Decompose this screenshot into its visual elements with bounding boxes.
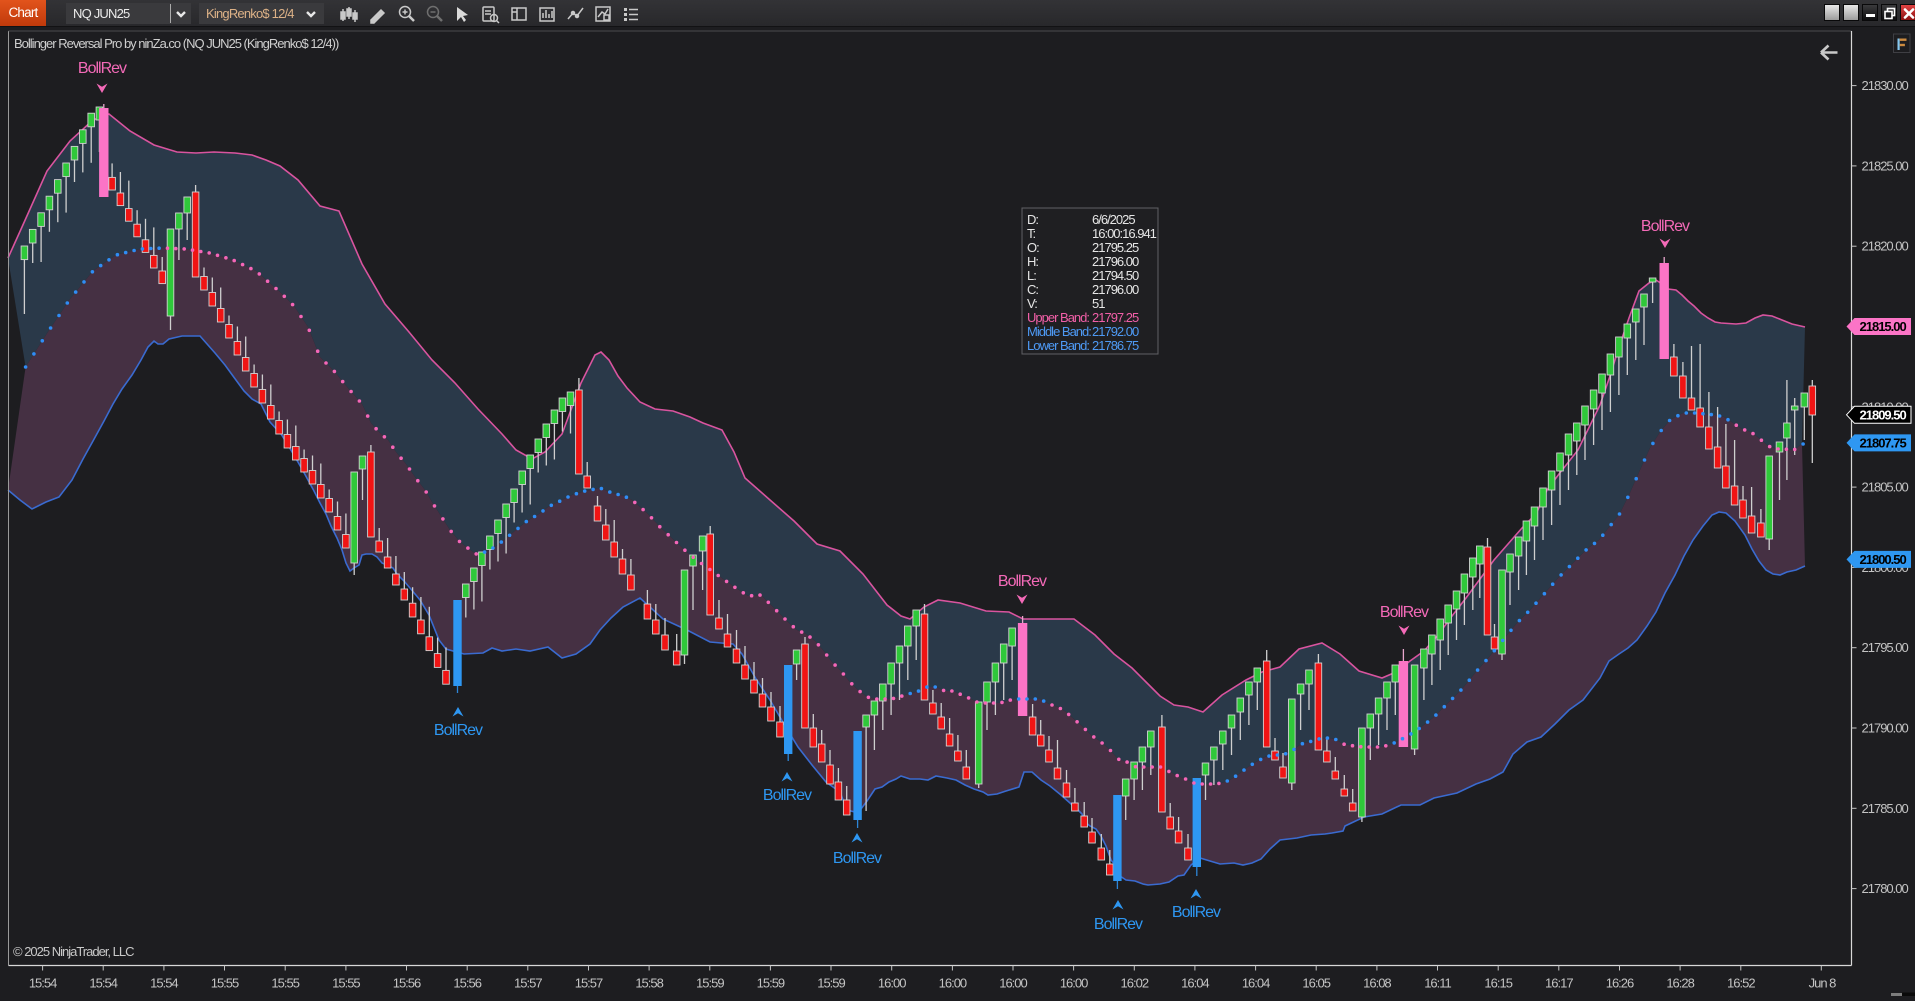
svg-text:BollRev: BollRev <box>833 850 882 867</box>
svg-text:15:57: 15:57 <box>514 976 542 991</box>
svg-text:BollRev: BollRev <box>1172 904 1221 921</box>
svg-text:21800.50: 21800.50 <box>1860 552 1907 567</box>
svg-text:15:55: 15:55 <box>211 976 239 991</box>
svg-text:21830.00: 21830.00 <box>1862 78 1909 93</box>
svg-text:L:: L: <box>1027 268 1036 283</box>
svg-text:16:00:16.941: 16:00:16.941 <box>1092 226 1157 241</box>
svg-text:21796.00: 21796.00 <box>1092 282 1139 297</box>
svg-text:21794.50: 21794.50 <box>1092 268 1139 283</box>
svg-text:51: 51 <box>1092 296 1105 311</box>
svg-text:21795.00: 21795.00 <box>1862 640 1909 655</box>
svg-text:15:54: 15:54 <box>150 976 178 991</box>
svg-text:16:52: 16:52 <box>1727 976 1755 991</box>
svg-text:16:05: 16:05 <box>1302 976 1330 991</box>
svg-text:Jun 8: Jun 8 <box>1809 976 1837 991</box>
svg-text:15:55: 15:55 <box>332 976 360 991</box>
svg-text:BollRev: BollRev <box>434 722 483 739</box>
svg-text:16:11: 16:11 <box>1424 976 1451 991</box>
svg-text:16:08: 16:08 <box>1363 976 1391 991</box>
svg-text:21815.00: 21815.00 <box>1860 319 1907 334</box>
svg-text:21796.00: 21796.00 <box>1092 254 1139 269</box>
svg-text:21797.25: 21797.25 <box>1092 310 1139 325</box>
svg-text:BollRev: BollRev <box>1641 218 1690 235</box>
svg-text:21809.50: 21809.50 <box>1860 407 1907 422</box>
svg-text:16:00: 16:00 <box>999 976 1027 991</box>
svg-text:15:59: 15:59 <box>757 976 785 991</box>
svg-text:O:: O: <box>1027 240 1039 255</box>
svg-text:D:: D: <box>1027 212 1038 227</box>
svg-text:15:56: 15:56 <box>393 976 421 991</box>
svg-text:© 2025 NinjaTrader, LLC: © 2025 NinjaTrader, LLC <box>13 944 134 959</box>
svg-text:21820.00: 21820.00 <box>1862 239 1909 254</box>
svg-text:16:00: 16:00 <box>939 976 967 991</box>
svg-text:15:56: 15:56 <box>453 976 481 991</box>
svg-text:Bollinger Reversal Pro by ninZ: Bollinger Reversal Pro by ninZa.co (NQ J… <box>14 36 339 51</box>
svg-text:BollRev: BollRev <box>998 573 1047 590</box>
svg-text:16:17: 16:17 <box>1545 976 1573 991</box>
svg-text:H:: H: <box>1027 254 1038 269</box>
svg-text:15:59: 15:59 <box>817 976 845 991</box>
svg-text:6/6/2025: 6/6/2025 <box>1092 212 1135 227</box>
svg-text:15:59: 15:59 <box>696 976 724 991</box>
svg-text:21825.00: 21825.00 <box>1862 158 1909 173</box>
svg-text:21795.25: 21795.25 <box>1092 240 1139 255</box>
svg-text:V:: V: <box>1027 296 1037 311</box>
svg-text:C:: C: <box>1027 282 1038 297</box>
svg-text:16:04: 16:04 <box>1242 976 1270 991</box>
svg-text:T:: T: <box>1027 226 1036 241</box>
svg-text:16:26: 16:26 <box>1606 976 1634 991</box>
svg-text:Lower Band:: Lower Band: <box>1027 338 1089 353</box>
svg-text:16:02: 16:02 <box>1121 976 1149 991</box>
svg-text:21785.00: 21785.00 <box>1862 801 1909 816</box>
svg-text:BollRev: BollRev <box>763 787 812 804</box>
svg-text:16:00: 16:00 <box>1060 976 1088 991</box>
svg-text:15:58: 15:58 <box>635 976 663 991</box>
svg-text:16:28: 16:28 <box>1666 976 1694 991</box>
svg-text:BollRev: BollRev <box>1094 916 1143 933</box>
svg-text:BollRev: BollRev <box>78 60 127 77</box>
svg-text:15:54: 15:54 <box>89 976 117 991</box>
svg-text:21807.75: 21807.75 <box>1860 435 1907 450</box>
svg-text:Upper Band:: Upper Band: <box>1027 310 1089 325</box>
svg-text:16:00: 16:00 <box>878 976 906 991</box>
svg-text:15:54: 15:54 <box>29 976 57 991</box>
svg-text:21790.00: 21790.00 <box>1862 721 1909 736</box>
svg-text:21792.00: 21792.00 <box>1092 324 1139 339</box>
svg-text:21805.00: 21805.00 <box>1862 480 1909 495</box>
svg-text:15:55: 15:55 <box>271 976 299 991</box>
svg-text:21780.00: 21780.00 <box>1862 881 1909 896</box>
svg-text:15:57: 15:57 <box>575 976 603 991</box>
svg-text:21786.75: 21786.75 <box>1092 338 1139 353</box>
svg-text:16:15: 16:15 <box>1484 976 1512 991</box>
svg-text:BollRev: BollRev <box>1380 604 1429 621</box>
svg-text:Middle Band:: Middle Band: <box>1027 324 1091 339</box>
svg-text:16:04: 16:04 <box>1181 976 1209 991</box>
